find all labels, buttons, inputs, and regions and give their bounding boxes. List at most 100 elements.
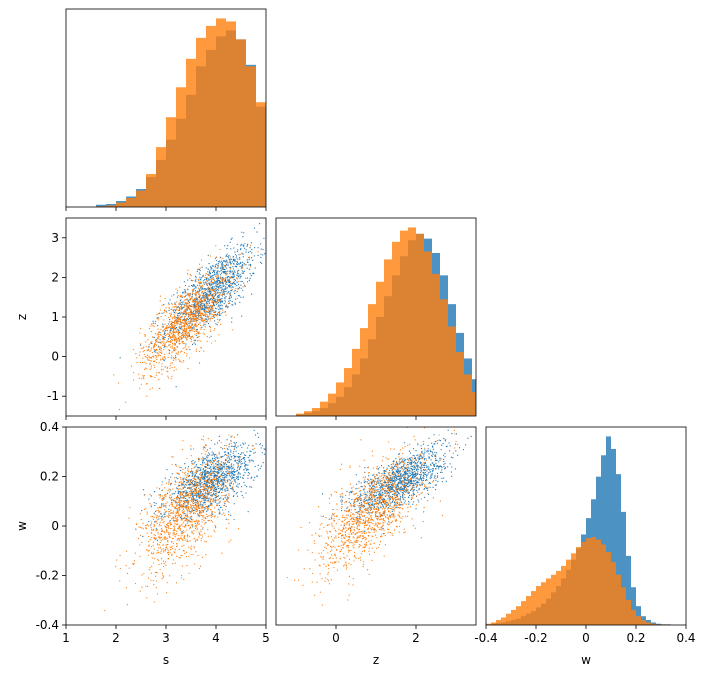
scatter-point bbox=[201, 291, 203, 293]
scatter-point bbox=[145, 528, 147, 530]
scatter-point bbox=[144, 367, 146, 369]
scatter-point bbox=[206, 311, 208, 313]
scatter-point bbox=[211, 297, 213, 300]
scatter-point bbox=[221, 304, 223, 306]
scatter-point bbox=[212, 307, 214, 309]
scatter-point bbox=[150, 376, 152, 378]
scatter-point bbox=[218, 470, 220, 472]
scatter-point bbox=[184, 332, 186, 334]
hist-bar bbox=[236, 39, 246, 207]
scatter-point bbox=[140, 383, 142, 385]
scatter-point bbox=[156, 358, 158, 361]
scatter-point bbox=[216, 280, 219, 283]
scatter-point bbox=[250, 266, 252, 268]
hist-bar bbox=[504, 414, 512, 416]
scatter-point bbox=[216, 488, 218, 490]
scatter-point bbox=[132, 563, 134, 565]
scatter-point bbox=[190, 494, 192, 496]
scatter-point bbox=[180, 318, 182, 320]
scatter-point bbox=[227, 453, 229, 455]
scatter-point bbox=[186, 509, 188, 511]
scatter-point bbox=[164, 525, 166, 527]
scatter-point bbox=[230, 290, 232, 292]
scatter-point bbox=[190, 553, 192, 555]
scatter-point bbox=[223, 485, 225, 487]
scatter-point bbox=[164, 532, 166, 534]
scatter-point bbox=[150, 367, 152, 369]
scatter-point bbox=[233, 518, 235, 521]
scatter-point bbox=[178, 358, 180, 360]
scatter-point bbox=[155, 587, 157, 589]
scatter-point bbox=[192, 316, 194, 318]
scatter-point bbox=[160, 347, 162, 349]
scatter-point bbox=[429, 477, 431, 480]
scatter-point bbox=[164, 297, 166, 300]
scatter-point bbox=[201, 472, 204, 475]
scatter-point bbox=[230, 458, 232, 461]
scatter-point bbox=[154, 348, 156, 350]
scatter-point bbox=[159, 339, 161, 341]
scatter-point bbox=[232, 268, 234, 270]
scatter-point bbox=[150, 504, 152, 506]
scatter-point bbox=[195, 492, 197, 494]
scatter-point bbox=[177, 519, 179, 521]
scatter-point bbox=[175, 338, 178, 340]
scatter-point bbox=[189, 293, 191, 295]
scatter-point bbox=[224, 288, 227, 290]
scatter-point bbox=[201, 534, 203, 536]
scatter-point bbox=[237, 258, 239, 260]
scatter-point bbox=[181, 326, 183, 328]
scatter-point bbox=[203, 476, 205, 478]
scatter-point bbox=[172, 493, 174, 495]
scatter-point bbox=[202, 507, 204, 509]
scatter-point bbox=[178, 337, 180, 339]
scatter-point bbox=[169, 299, 171, 301]
scatter-point bbox=[179, 359, 181, 361]
scatter-point bbox=[197, 307, 200, 309]
scatter-point bbox=[228, 279, 230, 281]
scatter-point bbox=[196, 539, 199, 541]
scatter-point bbox=[183, 315, 186, 318]
scatter-point bbox=[187, 473, 189, 475]
scatter-point bbox=[233, 471, 236, 473]
scatter-point bbox=[205, 469, 207, 471]
scatter-point bbox=[195, 287, 197, 289]
scatter-point bbox=[201, 471, 203, 473]
scatter-point bbox=[198, 316, 200, 318]
scatter-point bbox=[228, 471, 230, 473]
scatter-point bbox=[227, 472, 230, 475]
scatter-point bbox=[229, 259, 231, 262]
scatter-point bbox=[189, 484, 191, 487]
scatter-point bbox=[172, 510, 175, 512]
scatter-point bbox=[185, 291, 187, 294]
scatter-point bbox=[201, 306, 203, 308]
scatter-point bbox=[173, 551, 175, 553]
scatter-point bbox=[196, 304, 199, 306]
scatter-point bbox=[244, 247, 246, 249]
scatter-point bbox=[183, 330, 185, 332]
scatter-point bbox=[186, 294, 188, 296]
scatter-point bbox=[196, 324, 198, 327]
scatter-point bbox=[233, 457, 235, 460]
scatter-point bbox=[205, 456, 208, 458]
scatter-point bbox=[209, 447, 211, 449]
scatter-point bbox=[215, 303, 218, 305]
scatter-point bbox=[195, 465, 197, 467]
scatter-point bbox=[237, 294, 240, 297]
scatter-point bbox=[148, 569, 150, 571]
scatter-point bbox=[186, 474, 188, 476]
scatter-point bbox=[226, 293, 228, 295]
scatter-point bbox=[152, 345, 155, 348]
scatter-point bbox=[199, 468, 202, 470]
scatter-point bbox=[203, 471, 205, 473]
scatter-point bbox=[218, 482, 220, 485]
scatter-point bbox=[200, 494, 202, 496]
scatter-point bbox=[210, 276, 212, 278]
scatter-point bbox=[197, 503, 200, 505]
scatter-point bbox=[181, 500, 183, 502]
scatter-point bbox=[214, 302, 216, 304]
scatter-point bbox=[210, 464, 213, 466]
scatter-point bbox=[199, 473, 201, 475]
scatter-point bbox=[172, 548, 174, 550]
scatter-point bbox=[207, 254, 209, 257]
